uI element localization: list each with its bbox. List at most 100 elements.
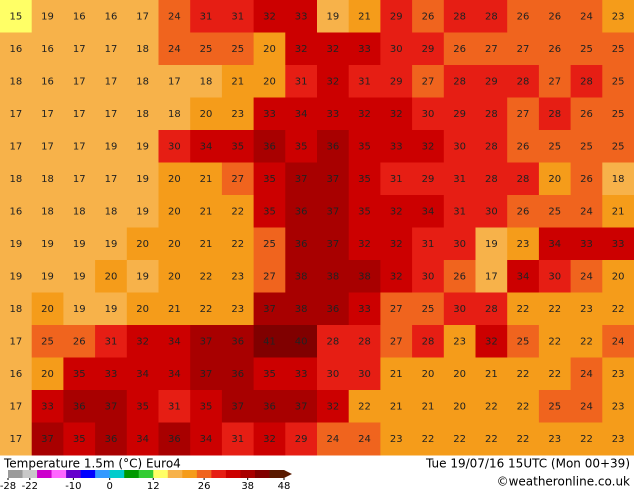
temperature-label: 21 <box>358 11 371 22</box>
temperature-cell <box>475 130 508 163</box>
temperature-label: 38 <box>326 271 339 282</box>
temperature-cell <box>602 390 634 423</box>
temperature-label: 25 <box>548 141 561 152</box>
temperature-cell <box>95 97 128 131</box>
temperature-label: 30 <box>422 109 435 120</box>
temperature-label: 25 <box>517 336 530 347</box>
temperature-label: 25 <box>612 141 625 152</box>
temperature-cell <box>0 130 33 163</box>
temperature-label: 17 <box>73 174 86 185</box>
temperature-cell <box>158 292 191 326</box>
temperature-label: 19 <box>105 141 118 152</box>
temperature-label: 34 <box>422 206 435 217</box>
temperature-label: 41 <box>263 336 276 347</box>
temperature-cell <box>190 227 223 261</box>
temperature-label: 23 <box>231 304 244 315</box>
temperature-cell <box>31 260 64 293</box>
temperature-label: 38 <box>295 304 308 315</box>
colorbar-tick-label: 12 <box>147 481 160 490</box>
temperature-cell <box>443 357 476 391</box>
temperature-label: 34 <box>548 239 561 250</box>
temperature-cell <box>285 65 318 98</box>
temperature-label: 26 <box>517 11 530 22</box>
temperature-cell <box>63 357 96 391</box>
temperature-cell <box>317 65 350 98</box>
temperature-cell <box>285 195 318 228</box>
temperature-cell <box>190 357 223 391</box>
temperature-cell <box>570 390 603 423</box>
temperature-label: 16 <box>9 206 22 217</box>
temperature-label: 20 <box>136 304 149 315</box>
temperature-cell <box>285 0 318 33</box>
temperature-label: 20 <box>168 206 181 217</box>
temperature-label: 21 <box>390 369 403 380</box>
temperature-label: 17 <box>73 141 86 152</box>
temperature-label: 17 <box>136 11 149 22</box>
temperature-cell <box>602 97 634 131</box>
temperature-label: 31 <box>358 76 371 87</box>
temperature-cell <box>475 260 508 293</box>
temperature-cell <box>412 390 445 423</box>
temperature-label: 36 <box>168 434 181 445</box>
temperature-cell <box>221 65 255 98</box>
temperature-cell <box>570 325 603 358</box>
temperature-cell <box>507 195 540 228</box>
temperature-cell <box>602 357 634 391</box>
temperature-label: 25 <box>548 401 561 412</box>
temperature-label: 17 <box>9 109 22 120</box>
temperature-label: 23 <box>612 434 625 445</box>
temperature-cell <box>0 195 33 228</box>
temperature-cell <box>126 97 159 131</box>
temperature-cell <box>412 65 445 98</box>
temperature-cell <box>253 0 286 33</box>
temperature-label: 16 <box>9 369 22 380</box>
temperature-label: 32 <box>326 44 339 55</box>
temperature-cell <box>221 130 255 163</box>
temperature-cell <box>443 130 476 163</box>
temperature-cell <box>253 130 286 163</box>
temperature-cell <box>31 97 64 131</box>
temperature-cell <box>317 195 350 228</box>
temperature-cell <box>507 227 540 261</box>
temperature-label: 22 <box>453 434 466 445</box>
temperature-label: 20 <box>263 44 276 55</box>
temperature-label: 23 <box>612 401 625 412</box>
temperature-cell <box>253 325 286 358</box>
temperature-label: 31 <box>105 336 118 347</box>
temperature-label: 23 <box>548 434 561 445</box>
temperature-cell <box>126 65 159 98</box>
temperature-cell <box>190 292 223 326</box>
credit[interactable]: ©weatheronline.co.uk <box>497 475 630 489</box>
temperature-cell <box>538 32 572 66</box>
temperature-cell <box>348 195 381 228</box>
temperature-cell <box>570 260 603 293</box>
temperature-label: 17 <box>485 271 498 282</box>
temperature-label: 28 <box>485 11 498 22</box>
temperature-cell <box>380 390 413 423</box>
temperature-cell <box>63 227 96 261</box>
colorbar-segment <box>109 470 125 478</box>
colorbar-segment <box>269 470 285 478</box>
temperature-label: 19 <box>136 141 149 152</box>
temperature-label: 38 <box>358 271 371 282</box>
temperature-cell <box>443 390 476 423</box>
temperature-cell <box>475 0 508 33</box>
temperature-label: 34 <box>136 369 149 380</box>
temperature-cell <box>63 32 96 66</box>
temperature-cell <box>63 422 96 456</box>
temperature-cell <box>412 422 445 456</box>
colorbar-tick-label: 48 <box>278 481 291 490</box>
temperature-cell <box>443 32 476 66</box>
temperature-cell <box>475 97 508 131</box>
temperature-label: 40 <box>295 336 308 347</box>
temperature-label: 25 <box>612 109 625 120</box>
temperature-label: 36 <box>263 401 276 412</box>
temperature-cell <box>31 0 64 33</box>
temperature-cell <box>348 162 381 196</box>
temperature-cell <box>317 260 350 293</box>
temperature-label: 33 <box>105 369 118 380</box>
temperature-cell <box>412 195 445 228</box>
temperature-label: 34 <box>168 336 181 347</box>
temperature-cell <box>31 357 64 391</box>
temperature-label: 31 <box>295 76 308 87</box>
